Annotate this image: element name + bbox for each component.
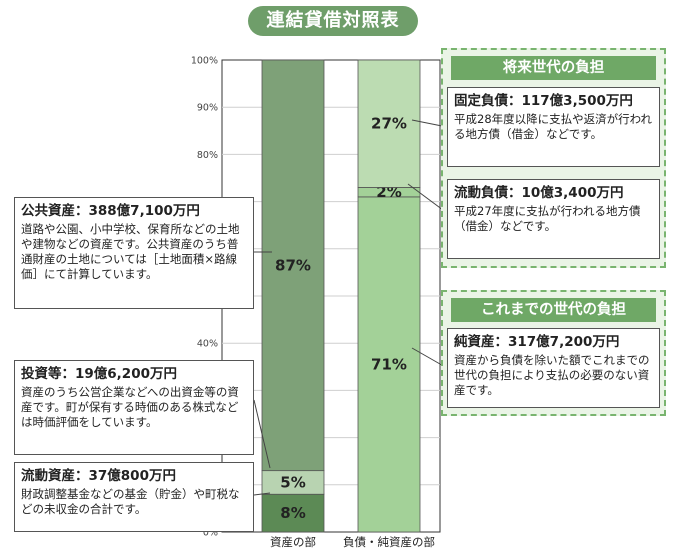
bar-segment xyxy=(261,59,325,472)
past-burden-title: これまでの世代の負担 xyxy=(451,298,656,322)
net-assets-box: 純資産：317億7,200万円 資産から負債を除いた額でこれまでの世代の負担によ… xyxy=(447,328,660,408)
fixed-liabilities-heading: 固定負債：117億3,500万円 xyxy=(454,93,633,109)
public-assets-box: 公共資産：388億7,100万円 道路や公園、小中学校、保育所などの土地や建物な… xyxy=(14,197,254,309)
y-tick-label: 100% xyxy=(191,56,218,67)
public-assets-body: 道路や公園、小中学校、保育所などの土地や建物などの資産です。公共資産のうち普通財… xyxy=(21,222,240,281)
current-assets-box: 流動資産：37億800万円 財政調整基金などの基金（貯金）や町税などの未収金の合… xyxy=(14,462,254,532)
current-liabilities-heading: 流動負債：10億3,400万円 xyxy=(454,185,624,201)
leader-line xyxy=(253,399,271,469)
y-tick-label: 40% xyxy=(197,339,218,350)
leader-line xyxy=(253,492,271,496)
bar-value-label: 8% xyxy=(280,504,305,522)
bar-value-label: 27% xyxy=(371,115,407,133)
bar-segment xyxy=(357,196,421,533)
category-label: 負債・純資産の部 xyxy=(343,535,435,549)
y-tick-label: 80% xyxy=(197,150,218,161)
page-title: 連結貸借対照表 xyxy=(248,6,418,36)
current-liabilities-body: 平成27年度に支払が行われる地方債（借金）などです。 xyxy=(454,204,641,233)
fixed-liabilities-body: 平成28年度以降に支払や返済が行われる地方債（借金）などです。 xyxy=(454,112,653,141)
net-assets-body: 資産から負債を除いた額でこれまでの世代の負担により支払の必要のない資産です。 xyxy=(454,353,650,397)
leader-line xyxy=(407,183,448,214)
category-labels: 資産の部 負債・純資産の部 xyxy=(270,535,435,549)
investments-box: 投資等：19億6,200万円 資産のうち公営企業などへの出資金等の資産です。町が… xyxy=(14,360,254,455)
current-assets-heading: 流動資産：37億800万円 xyxy=(21,468,176,484)
future-burden-title: 将来世代の負担 xyxy=(451,56,656,80)
investments-body: 資産のうち公営企業などへの出資金等の資産です。町が保有する時価のある株式などは時… xyxy=(21,385,239,429)
bar-segment xyxy=(357,59,421,188)
leader-lines xyxy=(253,119,448,496)
net-assets-heading: 純資産：317億7,200万円 xyxy=(454,334,620,350)
fixed-liabilities-box: 固定負債：117億3,500万円 平成28年度以降に支払や返済が行われる地方債（… xyxy=(447,87,660,167)
y-tick-label: 0% xyxy=(203,528,218,539)
bar-value-label: 71% xyxy=(371,355,407,373)
current-liabilities-box: 流動負債：10億3,400万円 平成27年度に支払が行われる地方債（借金）などで… xyxy=(447,179,660,259)
investments-heading: 投資等：19億6,200万円 xyxy=(21,366,177,382)
bar-segment xyxy=(261,493,325,533)
category-label: 資産の部 xyxy=(270,535,316,549)
bar-value-label: 5% xyxy=(280,473,305,491)
current-assets-body: 財政調整基金などの基金（貯金）や町税などの未収金の合計です。 xyxy=(21,487,240,516)
bars: 8%5%87%71%2%27% xyxy=(261,59,421,533)
public-assets-heading: 公共資産：388億7,100万円 xyxy=(21,203,200,219)
bar-value-label: 87% xyxy=(275,256,311,274)
y-tick-label: 90% xyxy=(197,103,218,114)
